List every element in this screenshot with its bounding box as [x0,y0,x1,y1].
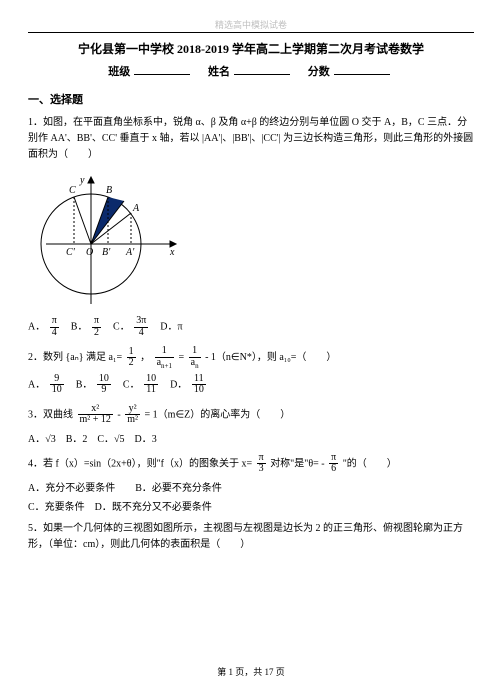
q4-pi3: π3 [257,453,266,475]
q2-stem-pre: 2．数列 {aₙ} 满足 a₁= [28,352,122,363]
q2-optA-frac: 910 [50,374,64,396]
q2-optB-frac: 109 [97,374,111,396]
q1-stem: 1．如图，在平面直角坐标系中，锐角 α、β 及角 α+β 的终边分别与单位圆 O… [28,117,473,160]
page-footer: 第 1 页，共 17 页 [0,665,502,678]
q4-options-ab: A．充分不必要条件 B．必要不充分条件 [28,479,474,494]
diagram-label-A: A [132,203,140,214]
info-line: 班级 姓名 分数 [28,63,474,79]
question-3: 3．双曲线 x²m² + 12 - y²m² = 1（m∈Z）的离心率为（ ） [28,404,474,426]
q2-optD-pre: D． [170,379,187,390]
q3-tail: = 1（m∈Z）的离心率为（ ） [145,409,291,420]
q1-optC-frac: 3π4 [134,316,148,338]
q4-pre: 4．若 f（x）=sin（2x+θ），则"f（x）的图象关于 x= [28,458,252,469]
score-label: 分数 [308,66,330,78]
q1-optC-pre: C． [113,321,130,332]
q2-lhs: 1 an+1 [155,346,174,370]
q2-options: A． 910 B． 109 C． 1011 D． 1110 [28,374,474,396]
q2-optB-pre: B． [76,379,93,390]
class-label: 班级 [108,66,130,78]
q2-optC-pre: C． [123,379,140,390]
q3-pre: 3．双曲线 [28,409,76,420]
diagram-label-C: C [69,185,76,196]
q3-term1: x²m² + 12 [78,404,113,426]
q2-eq: = [179,352,187,363]
q2-rhs: 1 an [189,346,201,370]
name-label: 姓名 [208,66,230,78]
diagram-label-Bp: B' [102,247,111,258]
q1-optB-frac: π2 [92,316,101,338]
top-rule [28,32,474,33]
q3-minus: - [117,409,123,420]
diagram-label-Ap: A' [125,247,135,258]
q2-a1: 12 [127,347,136,369]
diagram-label-B: B [106,185,112,196]
q3-options: A．√3 B．2 C．√5 D．3 [28,430,474,445]
q2-optC-frac: 1011 [144,374,158,396]
q5-stem: 5．如果一个几何体的三视图如图所示，主视图与左视图是边长为 2 的正三角形、俯视… [28,523,463,550]
name-blank [234,65,290,75]
question-2: 2．数列 {aₙ} 满足 a₁= 12 ， 1 an+1 = 1 an - 1（… [28,346,474,370]
watermark: 精选高中模拟试卷 [0,18,502,31]
q4-options-cd: C．充要条件 D．既不充分又不必要条件 [28,498,474,513]
q1-diagram: C B A C' O B' A' x y [36,169,474,312]
section-heading: 一、选择题 [28,91,474,107]
question-4: 4．若 f（x）=sin（2x+θ），则"f（x）的图象关于 x= π3 对称"… [28,453,474,475]
diagram-label-O: O [86,247,93,258]
q2-mid: ， [140,352,150,363]
q1-optB-pre: B． [71,321,88,332]
q4-pi6: π6 [329,453,338,475]
q2-optA-pre: A． [28,379,45,390]
class-blank [134,65,190,75]
question-1: 1．如图，在平面直角坐标系中，锐角 α、β 及角 α+β 的终边分别与单位圆 O… [28,115,474,163]
q4-mid: 对称"是"θ= - [270,458,327,469]
diagram-label-Cp: C' [66,247,76,258]
question-5: 5．如果一个几何体的三视图如图所示，主视图与左视图是边长为 2 的正三角形、俯视… [28,521,474,553]
q3-term2: y²m² [125,404,140,426]
q2-tail: - 1（n∈N*），则 a₁₀=（ ） [205,352,336,363]
q1-optA-frac: π4 [50,316,59,338]
score-blank [334,65,390,75]
diagram-label-y: y [79,175,85,186]
q2-optD-frac: 1110 [192,374,206,396]
q1-options: A． π4 B． π2 C． 3π4 D．π [28,316,474,338]
q1-optD: D．π [160,321,182,332]
page-title: 宁化县第一中学校 2018-2019 学年高二上学期第二次月考试卷数学 [28,40,474,57]
q4-tail: "的（ ） [343,458,397,469]
diagram-label-x: x [169,247,175,258]
q1-optA-pre: A． [28,321,45,332]
